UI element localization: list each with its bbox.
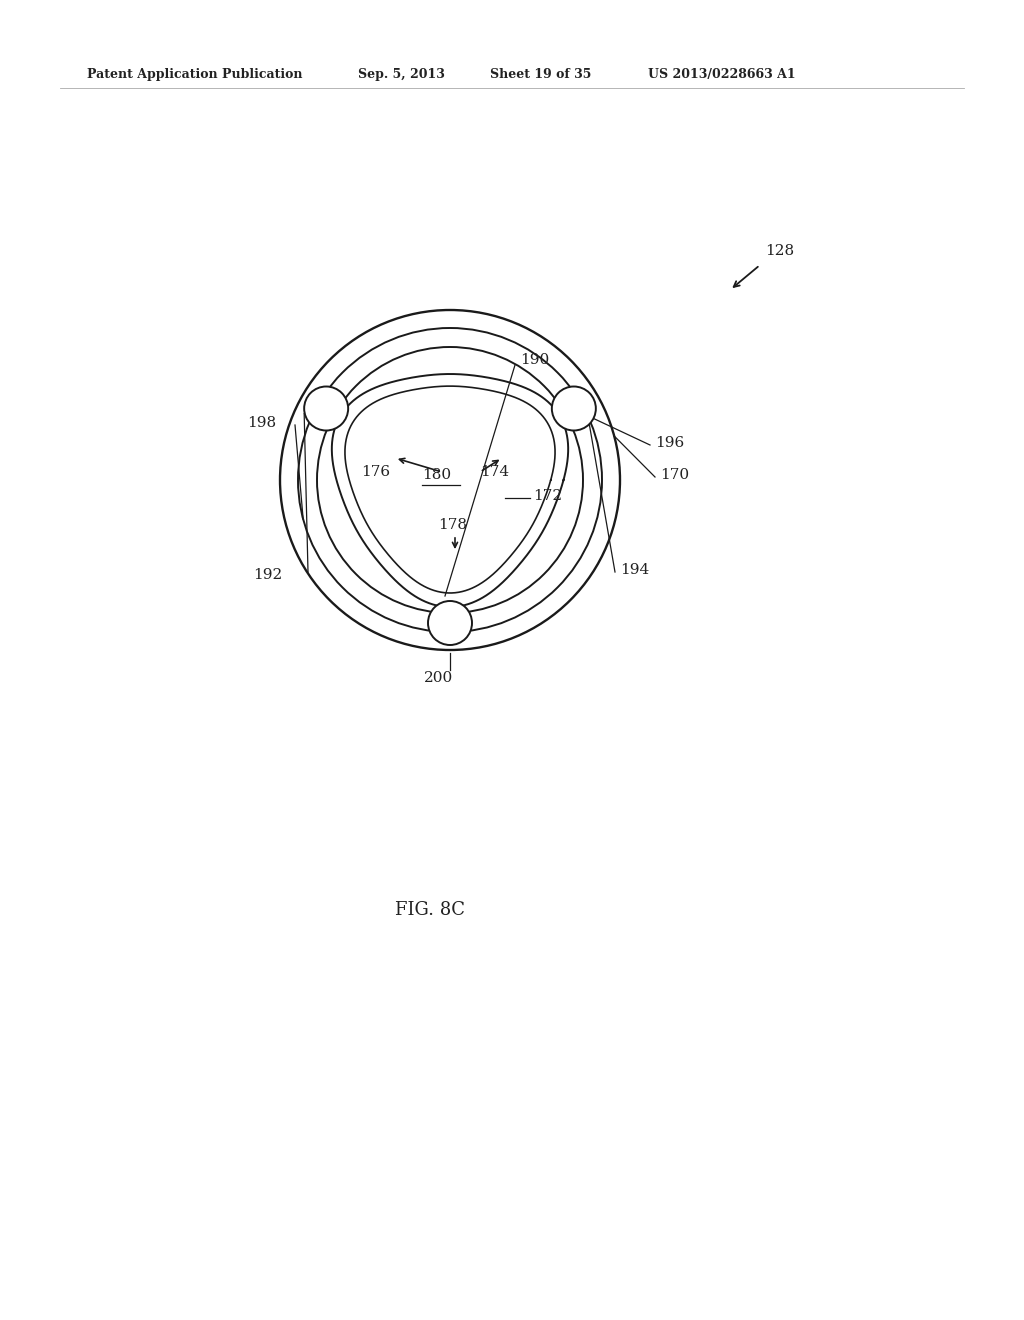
Text: Sep. 5, 2013: Sep. 5, 2013: [358, 69, 444, 81]
Text: 178: 178: [438, 517, 467, 532]
Text: 172: 172: [534, 488, 562, 503]
Text: 176: 176: [360, 465, 390, 479]
Text: 174: 174: [480, 465, 509, 479]
Text: 170: 170: [660, 469, 689, 482]
Text: Patent Application Publication: Patent Application Publication: [87, 69, 302, 81]
Text: 128: 128: [765, 244, 795, 257]
Circle shape: [428, 601, 472, 645]
Text: 200: 200: [424, 671, 454, 685]
Text: US 2013/0228663 A1: US 2013/0228663 A1: [648, 69, 796, 81]
Circle shape: [304, 387, 348, 430]
Text: 194: 194: [620, 564, 649, 577]
Text: 180: 180: [422, 469, 452, 482]
Text: Sheet 19 of 35: Sheet 19 of 35: [490, 69, 592, 81]
Circle shape: [552, 387, 596, 430]
Text: 192: 192: [253, 568, 283, 582]
Text: 198: 198: [247, 416, 276, 430]
Text: FIG. 8C: FIG. 8C: [395, 902, 465, 919]
Text: 196: 196: [655, 436, 684, 450]
Text: 190: 190: [520, 352, 549, 367]
